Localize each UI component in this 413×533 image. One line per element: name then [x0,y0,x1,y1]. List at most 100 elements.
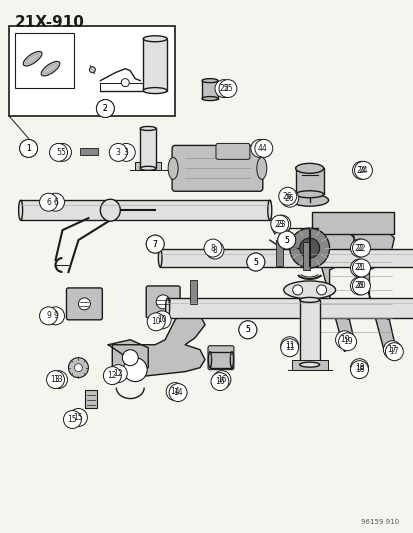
Bar [140,128,156,168]
Text: 14: 14 [173,388,183,397]
Circle shape [338,333,356,351]
Text: 2: 2 [103,104,107,113]
Circle shape [103,367,121,385]
Circle shape [109,365,127,383]
Circle shape [74,364,82,372]
Circle shape [121,79,129,86]
Circle shape [214,79,233,98]
Text: 10: 10 [151,317,161,326]
Text: 11: 11 [284,341,294,350]
Ellipse shape [23,51,42,66]
Text: 25: 25 [218,84,228,93]
Circle shape [50,143,67,161]
Text: 5: 5 [253,257,258,266]
Circle shape [350,359,368,377]
Text: 1: 1 [26,144,31,153]
Text: 22: 22 [354,244,363,253]
Text: 5: 5 [245,325,250,334]
Ellipse shape [202,79,217,83]
Bar [291,360,327,370]
Circle shape [40,307,57,325]
Text: 5: 5 [284,236,288,245]
Text: 6: 6 [53,198,58,207]
Text: 18: 18 [354,363,363,372]
Text: 19: 19 [342,337,351,346]
FancyBboxPatch shape [146,286,180,318]
Text: 15: 15 [67,415,77,424]
Text: 13: 13 [50,375,60,384]
Text: 16: 16 [215,377,224,386]
Text: 15: 15 [74,413,83,422]
Bar [80,148,98,156]
Bar [160,249,413,267]
Circle shape [89,67,95,72]
Circle shape [122,350,138,366]
Circle shape [204,239,221,257]
Text: 8: 8 [212,246,217,255]
Text: 4: 4 [261,144,266,153]
Circle shape [123,358,147,382]
Text: 10: 10 [157,316,166,324]
Ellipse shape [168,157,178,179]
Bar [311,212,394,234]
Circle shape [299,238,319,258]
Text: 14: 14 [170,387,180,396]
Circle shape [78,298,90,310]
Text: 4: 4 [257,144,261,153]
Bar [9,26,175,116]
Text: 9: 9 [53,311,58,320]
Text: 21: 21 [354,263,363,272]
Text: 7: 7 [152,239,157,248]
Text: 5: 5 [60,148,65,157]
Circle shape [238,321,256,339]
Text: 23: 23 [276,220,286,229]
Text: 19: 19 [339,335,349,344]
Circle shape [278,187,296,205]
Text: 17: 17 [387,345,396,354]
Text: 17: 17 [389,347,398,356]
Circle shape [289,228,329,268]
Bar [143,39,167,91]
Circle shape [96,100,114,117]
PathPatch shape [351,228,394,352]
Circle shape [46,193,64,211]
Circle shape [238,321,256,339]
Bar [209,352,231,368]
Circle shape [246,253,264,271]
Circle shape [246,253,264,271]
Circle shape [351,277,370,295]
Text: 25: 25 [223,84,232,93]
Circle shape [270,215,288,233]
Text: 21: 21 [356,263,366,272]
Circle shape [280,337,298,354]
Ellipse shape [295,163,323,173]
Ellipse shape [100,199,120,221]
Text: 2: 2 [103,104,107,113]
Circle shape [292,285,302,295]
Polygon shape [271,222,279,234]
Circle shape [351,161,370,179]
Ellipse shape [140,166,156,171]
Circle shape [46,370,64,389]
Ellipse shape [208,352,211,368]
Circle shape [19,140,38,157]
Bar [14,33,74,87]
Circle shape [109,143,127,161]
Text: 23: 23 [274,220,284,229]
Bar [135,163,161,171]
Ellipse shape [143,87,167,94]
Circle shape [96,100,114,117]
Circle shape [50,370,67,389]
Text: 22: 22 [356,244,366,253]
Circle shape [212,370,230,389]
Ellipse shape [202,96,217,101]
Circle shape [350,361,368,378]
Circle shape [166,383,184,400]
Ellipse shape [143,36,167,42]
Bar [190,280,197,304]
Text: 26: 26 [282,192,292,201]
Text: 7: 7 [152,239,157,248]
Circle shape [146,235,164,253]
Circle shape [351,259,370,277]
Circle shape [335,331,353,349]
